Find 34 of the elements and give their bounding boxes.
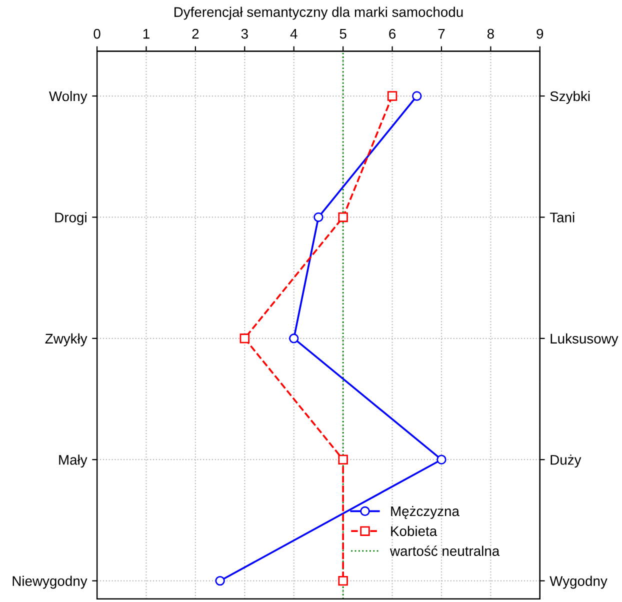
point — [289, 334, 299, 344]
x-tick-label: 5 — [340, 29, 346, 39]
ref-line-label: wartość neutralna — [390, 546, 500, 556]
point — [215, 576, 225, 586]
x-tick-label: 7 — [438, 29, 445, 39]
point — [314, 212, 324, 222]
y2-tick-label: Wygodny — [550, 576, 608, 589]
x-tick-label: 1 — [143, 29, 150, 39]
y2-tick-label: Szybki — [550, 90, 590, 104]
y2-tick-label: Duży — [550, 454, 582, 468]
point — [412, 91, 422, 101]
point — [436, 454, 446, 464]
point — [338, 576, 348, 586]
point — [240, 334, 250, 344]
y2-tick-label: Luksusowy — [550, 333, 618, 346]
point — [338, 454, 348, 464]
legend-label: Mężczyzna — [391, 506, 460, 519]
x-tick-label: 2 — [192, 28, 199, 39]
x-tick-label: 6 — [389, 28, 396, 39]
x-tick-label: 3 — [241, 28, 248, 39]
y-tick-label: Niewygodny — [12, 576, 88, 589]
y2-tick-label: Tani — [550, 212, 574, 222]
point — [387, 91, 398, 101]
x-tick-label: 4 — [290, 29, 298, 39]
y-tick-label: Zwykły — [45, 333, 88, 346]
y-tick-label: Wolny — [49, 90, 88, 104]
x-tick-label: 9 — [536, 28, 544, 39]
x-tick-label: 0 — [94, 28, 100, 39]
y-tick-label: Mały — [59, 454, 88, 468]
point — [338, 212, 348, 222]
chart-title: Dyferencjał semantyczny dla marki samochodu — [174, 6, 463, 20]
x-tick-label: 8 — [487, 28, 494, 39]
legend-label: Kobieta — [391, 526, 438, 536]
y-tick-label: Drogi — [55, 212, 86, 226]
